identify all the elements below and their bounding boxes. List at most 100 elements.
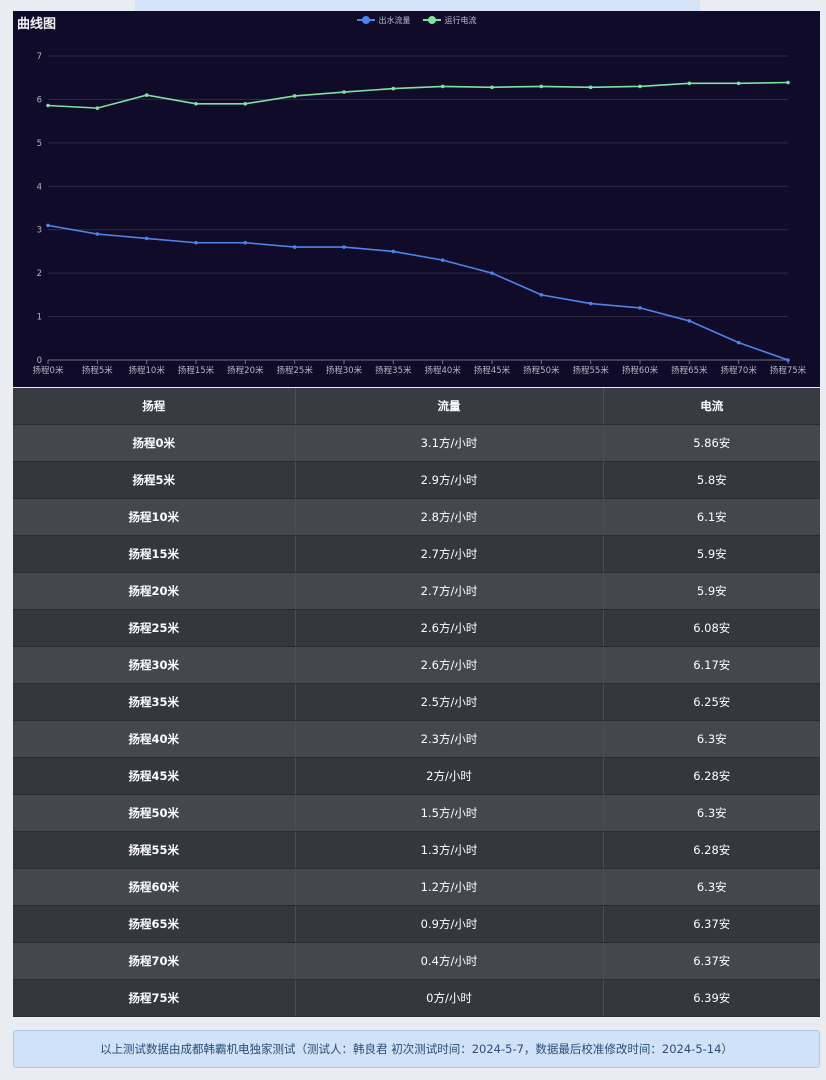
cell-current: 5.86安 bbox=[603, 424, 820, 462]
data-point bbox=[490, 85, 494, 90]
cell-current: 6.28安 bbox=[603, 757, 820, 795]
x-tick-label: 扬程70米 bbox=[721, 365, 758, 376]
x-tick-label: 扬程45米 bbox=[474, 365, 511, 376]
legend-label-current: 运行电流 bbox=[444, 15, 477, 25]
data-point bbox=[95, 106, 100, 110]
table-row: 扬程75米 0方/小时 6.39安 bbox=[13, 979, 820, 1017]
cell-current: 6.39安 bbox=[603, 979, 820, 1017]
data-point bbox=[638, 306, 642, 310]
y-tick-label: 0 bbox=[37, 356, 42, 366]
data-point bbox=[194, 101, 198, 106]
y-tick-label: 3 bbox=[37, 226, 42, 236]
data-point bbox=[243, 240, 248, 245]
cell-head: 扬程30米 bbox=[13, 646, 296, 684]
x-tick-label: 扬程30米 bbox=[326, 365, 363, 376]
data-point bbox=[440, 258, 445, 262]
cell-flow: 1.3方/小时 bbox=[295, 831, 604, 869]
table-row: 扬程10米 2.8方/小时 6.1安 bbox=[13, 498, 820, 536]
cell-head: 扬程75米 bbox=[13, 979, 296, 1017]
table-row: 扬程40米 2.3方/小时 6.3安 bbox=[13, 720, 820, 758]
grid-lines bbox=[48, 55, 788, 318]
cell-current: 5.9安 bbox=[603, 535, 820, 573]
data-point bbox=[736, 81, 741, 86]
cell-current: 6.17安 bbox=[603, 646, 820, 684]
cell-head: 扬程10米 bbox=[13, 498, 296, 536]
table-row: 扬程50米 1.5方/小时 6.3安 bbox=[13, 794, 820, 832]
data-point bbox=[687, 319, 692, 323]
top-strip bbox=[135, 0, 700, 11]
series-0 bbox=[46, 223, 790, 362]
line-chart: 0 1 2 3 4 5 6 7 扬程0米 扬程5米 扬程10米 扬程15米 扬程20米 扬程25米 扬程30… bbox=[33, 52, 807, 376]
data-point bbox=[292, 94, 297, 98]
series-line bbox=[47, 224, 789, 361]
data-point bbox=[243, 101, 248, 106]
cell-flow: 0.9方/小时 bbox=[295, 905, 604, 943]
x-tick-label: 扬程20米 bbox=[227, 365, 264, 376]
y-tick-label: 4 bbox=[37, 182, 42, 192]
table-row: 扬程25米 2.6方/小时 6.08安 bbox=[13, 609, 820, 647]
table-row: 扬程0米 3.1方/小时 5.86安 bbox=[13, 424, 820, 462]
data-point bbox=[342, 245, 346, 249]
series bbox=[46, 80, 790, 362]
cell-head: 扬程20米 bbox=[13, 572, 296, 610]
data-point bbox=[687, 81, 692, 86]
legend-item-flow[interactable]: 出水流量 bbox=[356, 15, 411, 26]
x-tick-label: 扬程15米 bbox=[178, 365, 215, 376]
cell-head: 扬程45米 bbox=[13, 757, 296, 795]
cell-current: 5.8安 bbox=[603, 461, 820, 499]
table-row: 扬程20米 2.7方/小时 5.9安 bbox=[13, 572, 820, 610]
chart-legend: 出水流量 运行电流 bbox=[13, 13, 820, 27]
cell-flow: 0方/小时 bbox=[295, 979, 604, 1017]
x-tick-label: 扬程40米 bbox=[425, 365, 462, 376]
cell-flow: 2.6方/小时 bbox=[295, 609, 604, 647]
x-tick-label: 扬程0米 bbox=[33, 365, 64, 376]
x-tick-label: 扬程75米 bbox=[770, 365, 807, 376]
test-info-note: 以上测试数据由成都韩霸机电独家测试（测试人：韩良君 初次测试时间：2024-5-… bbox=[13, 1030, 820, 1068]
cell-current: 6.28安 bbox=[603, 831, 820, 869]
cell-current: 6.37安 bbox=[603, 942, 820, 980]
table-header-row: 扬程 流量 电流 bbox=[13, 388, 820, 425]
table-row: 扬程60米 1.2方/小时 6.3安 bbox=[13, 868, 820, 906]
cell-flow: 3.1方/小时 bbox=[295, 424, 604, 462]
cell-head: 扬程55米 bbox=[13, 831, 296, 869]
cell-flow: 1.5方/小时 bbox=[295, 794, 604, 832]
y-tick-label: 6 bbox=[37, 95, 42, 105]
x-tick-label: 扬程65米 bbox=[671, 365, 708, 376]
cell-flow: 2方/小时 bbox=[295, 757, 604, 795]
table-row: 扬程35米 2.5方/小时 6.25安 bbox=[13, 683, 820, 721]
legend-label-flow: 出水流量 bbox=[378, 15, 411, 25]
cell-flow: 2.5方/小时 bbox=[295, 683, 604, 721]
series-line bbox=[47, 81, 789, 109]
data-point bbox=[736, 340, 741, 345]
table-row: 扬程15米 2.7方/小时 5.9安 bbox=[13, 535, 820, 573]
cell-flow: 2.3方/小时 bbox=[295, 720, 604, 758]
data-point bbox=[588, 85, 593, 90]
data-point bbox=[638, 84, 642, 89]
x-tick-label: 扬程5米 bbox=[82, 365, 113, 376]
header-flow: 流量 bbox=[295, 388, 604, 425]
y-tick-label: 5 bbox=[37, 139, 42, 149]
header-current: 电流 bbox=[603, 388, 820, 425]
cell-flow: 0.4方/小时 bbox=[295, 942, 604, 980]
chart-panel: 0 1 2 3 4 5 6 7 扬程0米 扬程5米 扬程10米 扬程15米 扬程20米 扬程25米 扬程30… bbox=[13, 11, 820, 387]
data-point bbox=[46, 103, 50, 108]
data-point bbox=[391, 249, 396, 254]
x-tick-label: 扬程60米 bbox=[622, 365, 659, 376]
cell-head: 扬程25米 bbox=[13, 609, 296, 647]
cell-head: 扬程70米 bbox=[13, 942, 296, 980]
data-point bbox=[144, 236, 149, 241]
legend-item-current[interactable]: 运行电流 bbox=[422, 15, 477, 26]
cell-current: 6.1安 bbox=[603, 498, 820, 536]
cell-head: 扬程35米 bbox=[13, 683, 296, 721]
x-tick-label: 扬程55米 bbox=[573, 365, 610, 376]
cell-head: 扬程60米 bbox=[13, 868, 296, 906]
table-row: 扬程45米 2方/小时 6.28安 bbox=[13, 757, 820, 795]
y-tick-label: 2 bbox=[37, 269, 42, 279]
y-tick-label: 1 bbox=[37, 313, 42, 323]
cell-head: 扬程0米 bbox=[13, 424, 296, 462]
cell-flow: 2.9方/小时 bbox=[295, 461, 604, 499]
cell-head: 扬程15米 bbox=[13, 535, 296, 573]
cell-head: 扬程40米 bbox=[13, 720, 296, 758]
cell-current: 6.3安 bbox=[603, 868, 820, 906]
cell-current: 6.3安 bbox=[603, 794, 820, 832]
